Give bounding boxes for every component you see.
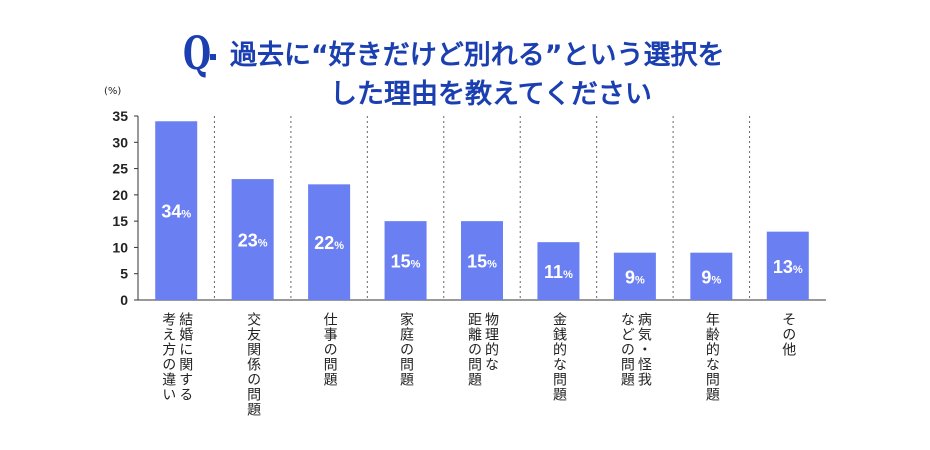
x-category-label: 金銭的な問題 [550,312,567,402]
bar [461,221,503,300]
y-tick-label: 25 [112,161,128,177]
bar [308,184,351,300]
data-label: 15% [391,252,421,272]
data-label: 15% [467,252,497,272]
x-category-label: 結婚に関する 考え方の違い [160,312,194,402]
bar [155,121,198,300]
y-tick-label: 5 [120,266,128,282]
title-q-mark: Q [183,26,212,80]
bar [231,179,274,300]
x-category-label: 交友関係の問題 [245,312,262,417]
y-tick-label: 15 [112,213,128,229]
y-tick-label: 0 [120,292,128,308]
title-line-1: 過去に“好きだけど別れる”という選択を [230,40,725,71]
title-line-2: した理由を教えてください [330,79,652,110]
y-tick-label: 10 [112,239,128,255]
data-label: 11% [544,262,573,282]
x-category-label: 病気・怪我 などの問題 [618,312,652,387]
y-tick-label: 20 [112,187,128,203]
data-label: 9% [625,267,645,287]
bar [613,252,656,300]
data-label: 22% [314,233,344,253]
x-category-label: 家庭の問題 [398,312,415,387]
y-tick-label: 35 [112,108,128,124]
x-category-label: 年齢的な問題 [703,312,720,402]
x-category-label: その他 [780,312,797,357]
bar [384,221,427,300]
x-category-label: 物理的な 距離の問題 [466,312,499,387]
y-axis-unit: (%) [104,86,122,97]
data-label: 13% [773,257,803,277]
data-label: 9% [701,267,721,287]
title-q-dot [210,54,216,60]
bar [766,231,809,300]
data-label: 23% [238,231,268,251]
bar [537,242,580,300]
y-tick-label: 30 [112,134,128,150]
data-label: 34% [161,202,191,222]
bar [690,252,733,300]
x-category-label: 仕事の問題 [321,312,338,387]
